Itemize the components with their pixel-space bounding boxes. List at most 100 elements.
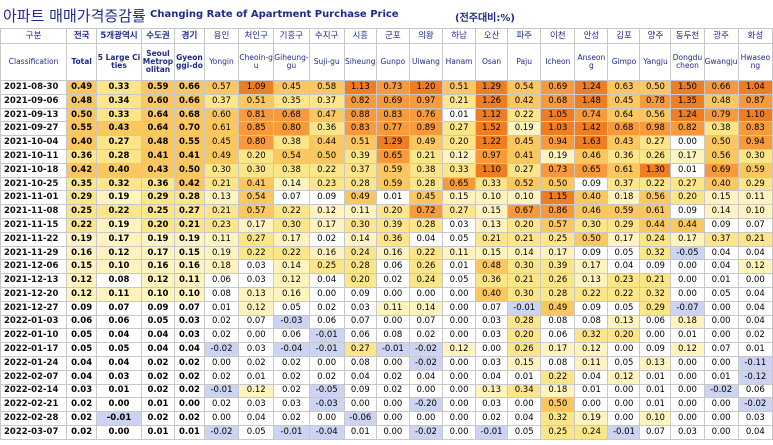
value-cell: 0.12 <box>96 245 142 261</box>
value-cell: -0.01 <box>507 300 542 316</box>
value-cell: 0.66 <box>174 93 205 109</box>
value-cell: 0.02 <box>66 424 98 440</box>
value-cell: 0.05 <box>66 328 98 344</box>
value-cell: 0.24 <box>343 245 377 261</box>
value-cell: 0.17 <box>140 245 176 261</box>
value-cell: 0.29 <box>639 300 672 316</box>
table-row: 2022-01-03 0.06 0.06 0.05 0.03 0.02 0.07 -0.03 0… <box>0 314 773 330</box>
value-cell: 0.08 <box>203 286 240 302</box>
value-cell: 0.05 <box>140 314 176 330</box>
value-cell: 0.20 <box>140 217 176 233</box>
value-cell: 0.54 <box>273 148 310 164</box>
value-cell: 0.58 <box>308 80 345 95</box>
column-header-english: Gimpo <box>607 43 641 81</box>
value-cell: -0.01 <box>375 342 410 357</box>
value-cell: 0.15 <box>441 190 477 206</box>
table-row: 2022-02-07 0.04 0.03 0.02 0.02 0.02 0.01 0.02 0.… <box>0 369 773 385</box>
column-header-korean: 의왕 <box>408 28 443 44</box>
value-cell: 0.17 <box>540 245 576 261</box>
value-cell: 0.14 <box>273 176 310 192</box>
value-cell: 0.36 <box>375 231 410 247</box>
value-cell: 0.02 <box>203 397 240 413</box>
value-cell: 0.45 <box>408 190 443 206</box>
value-cell: 0.00 <box>670 383 705 399</box>
corner-header-english: Classification <box>0 43 68 81</box>
value-cell: 0.28 <box>540 286 576 302</box>
value-cell: 0.25 <box>66 204 98 219</box>
value-cell: 1.04 <box>737 80 773 95</box>
value-cell: 0.70 <box>174 121 205 137</box>
value-cell: 0.51 <box>238 93 275 109</box>
value-cell: 0.50 <box>703 135 739 150</box>
value-cell: 0.10 <box>639 411 672 426</box>
value-cell: 0.00 <box>703 397 739 413</box>
value-cell: 0.11 <box>441 245 477 261</box>
value-cell: 0.04 <box>308 273 345 288</box>
value-cell: 0.56 <box>639 190 672 206</box>
value-cell: 0.02 <box>140 355 176 371</box>
value-cell: 0.00 <box>375 411 410 426</box>
value-cell: 0.14 <box>703 204 739 219</box>
value-cell: 0.63 <box>607 80 641 95</box>
value-cell: 0.02 <box>273 411 310 426</box>
table-row: 2021-11-29 0.16 0.12 0.17 0.15 0.19 0.22 0.22 0.… <box>0 245 773 261</box>
value-cell: 0.09 <box>574 300 609 316</box>
value-cell: 0.11 <box>574 355 609 371</box>
table-row: 2021-10-11 0.36 0.28 0.41 0.41 0.49 0.20 0.54 0.… <box>0 148 773 164</box>
value-cell: 0.17 <box>273 231 310 247</box>
value-cell: 0.45 <box>507 135 542 150</box>
value-cell: -0.12 <box>737 369 773 385</box>
value-cell: 0.26 <box>540 273 576 288</box>
value-cell: -0.04 <box>308 424 345 440</box>
value-cell: 0.25 <box>308 259 345 275</box>
column-header-korean: 수도권 <box>140 28 176 44</box>
value-cell: 0.23 <box>308 176 345 192</box>
value-cell: 0.00 <box>670 273 705 288</box>
value-cell: 0.30 <box>737 148 773 164</box>
value-cell: 0.09 <box>140 300 176 316</box>
value-cell: 0.19 <box>540 148 576 164</box>
value-cell: 0.37 <box>703 231 739 247</box>
column-header-korean: 경기 <box>174 28 205 44</box>
value-cell: 0.00 <box>607 411 641 426</box>
value-cell: 0.01 <box>441 107 477 123</box>
value-cell: 0.00 <box>670 135 705 150</box>
value-cell: 0.83 <box>737 121 773 137</box>
value-cell: 0.12 <box>737 259 773 275</box>
value-cell: 0.35 <box>66 176 98 192</box>
value-cell: 0.14 <box>343 231 377 247</box>
value-cell: 0.46 <box>574 204 609 219</box>
value-cell: 0.00 <box>203 355 240 371</box>
value-cell: 0.04 <box>140 342 176 357</box>
row-date: 2021-11-15 <box>0 217 68 233</box>
value-cell: 0.59 <box>375 176 410 192</box>
value-cell: 0.10 <box>737 204 773 219</box>
value-cell: 0.20 <box>670 190 705 206</box>
value-cell: 0.15 <box>703 190 739 206</box>
price-change-table: 구분 전국 5개광역시 수도권 경기 용인 처인구 기흥구 수지구 시흥 군포 의왕 하남 오산 파주 이천 안… <box>0 28 773 440</box>
value-cell: 0.59 <box>607 204 641 219</box>
value-cell: 0.42 <box>507 93 542 109</box>
value-cell: 0.33 <box>96 107 142 123</box>
value-cell: 0.00 <box>639 328 672 344</box>
row-date: 2022-01-03 <box>0 314 68 330</box>
value-cell: 0.09 <box>574 176 609 192</box>
value-cell: 0.04 <box>66 355 98 371</box>
value-cell: 0.13 <box>203 190 240 206</box>
unit-label: (전주대비:%) <box>455 13 515 24</box>
table-row: 2022-02-14 0.03 0.01 0.02 0.02 -0.01 0.12 0.02-… <box>0 383 773 399</box>
table-row: 2021-12-13 0.12 0.08 0.12 0.11 0.06 0.03 0.12 0.… <box>0 273 773 288</box>
value-cell: 0.00 <box>607 342 641 357</box>
value-cell: 0.27 <box>238 231 275 247</box>
value-cell: -0.02 <box>703 383 739 399</box>
value-cell: 0.04 <box>66 369 98 385</box>
value-cell: 0.38 <box>408 162 443 178</box>
value-cell: 0.21 <box>203 176 240 192</box>
value-cell: 0.05 <box>507 424 542 440</box>
value-cell: -0.05 <box>670 245 705 261</box>
value-cell: 0.51 <box>343 135 377 150</box>
column-header-korean: 이천 <box>540 28 576 44</box>
value-cell: 0.02 <box>140 369 176 385</box>
value-cell: 0.02 <box>203 369 240 385</box>
value-cell: 0.22 <box>540 369 576 385</box>
